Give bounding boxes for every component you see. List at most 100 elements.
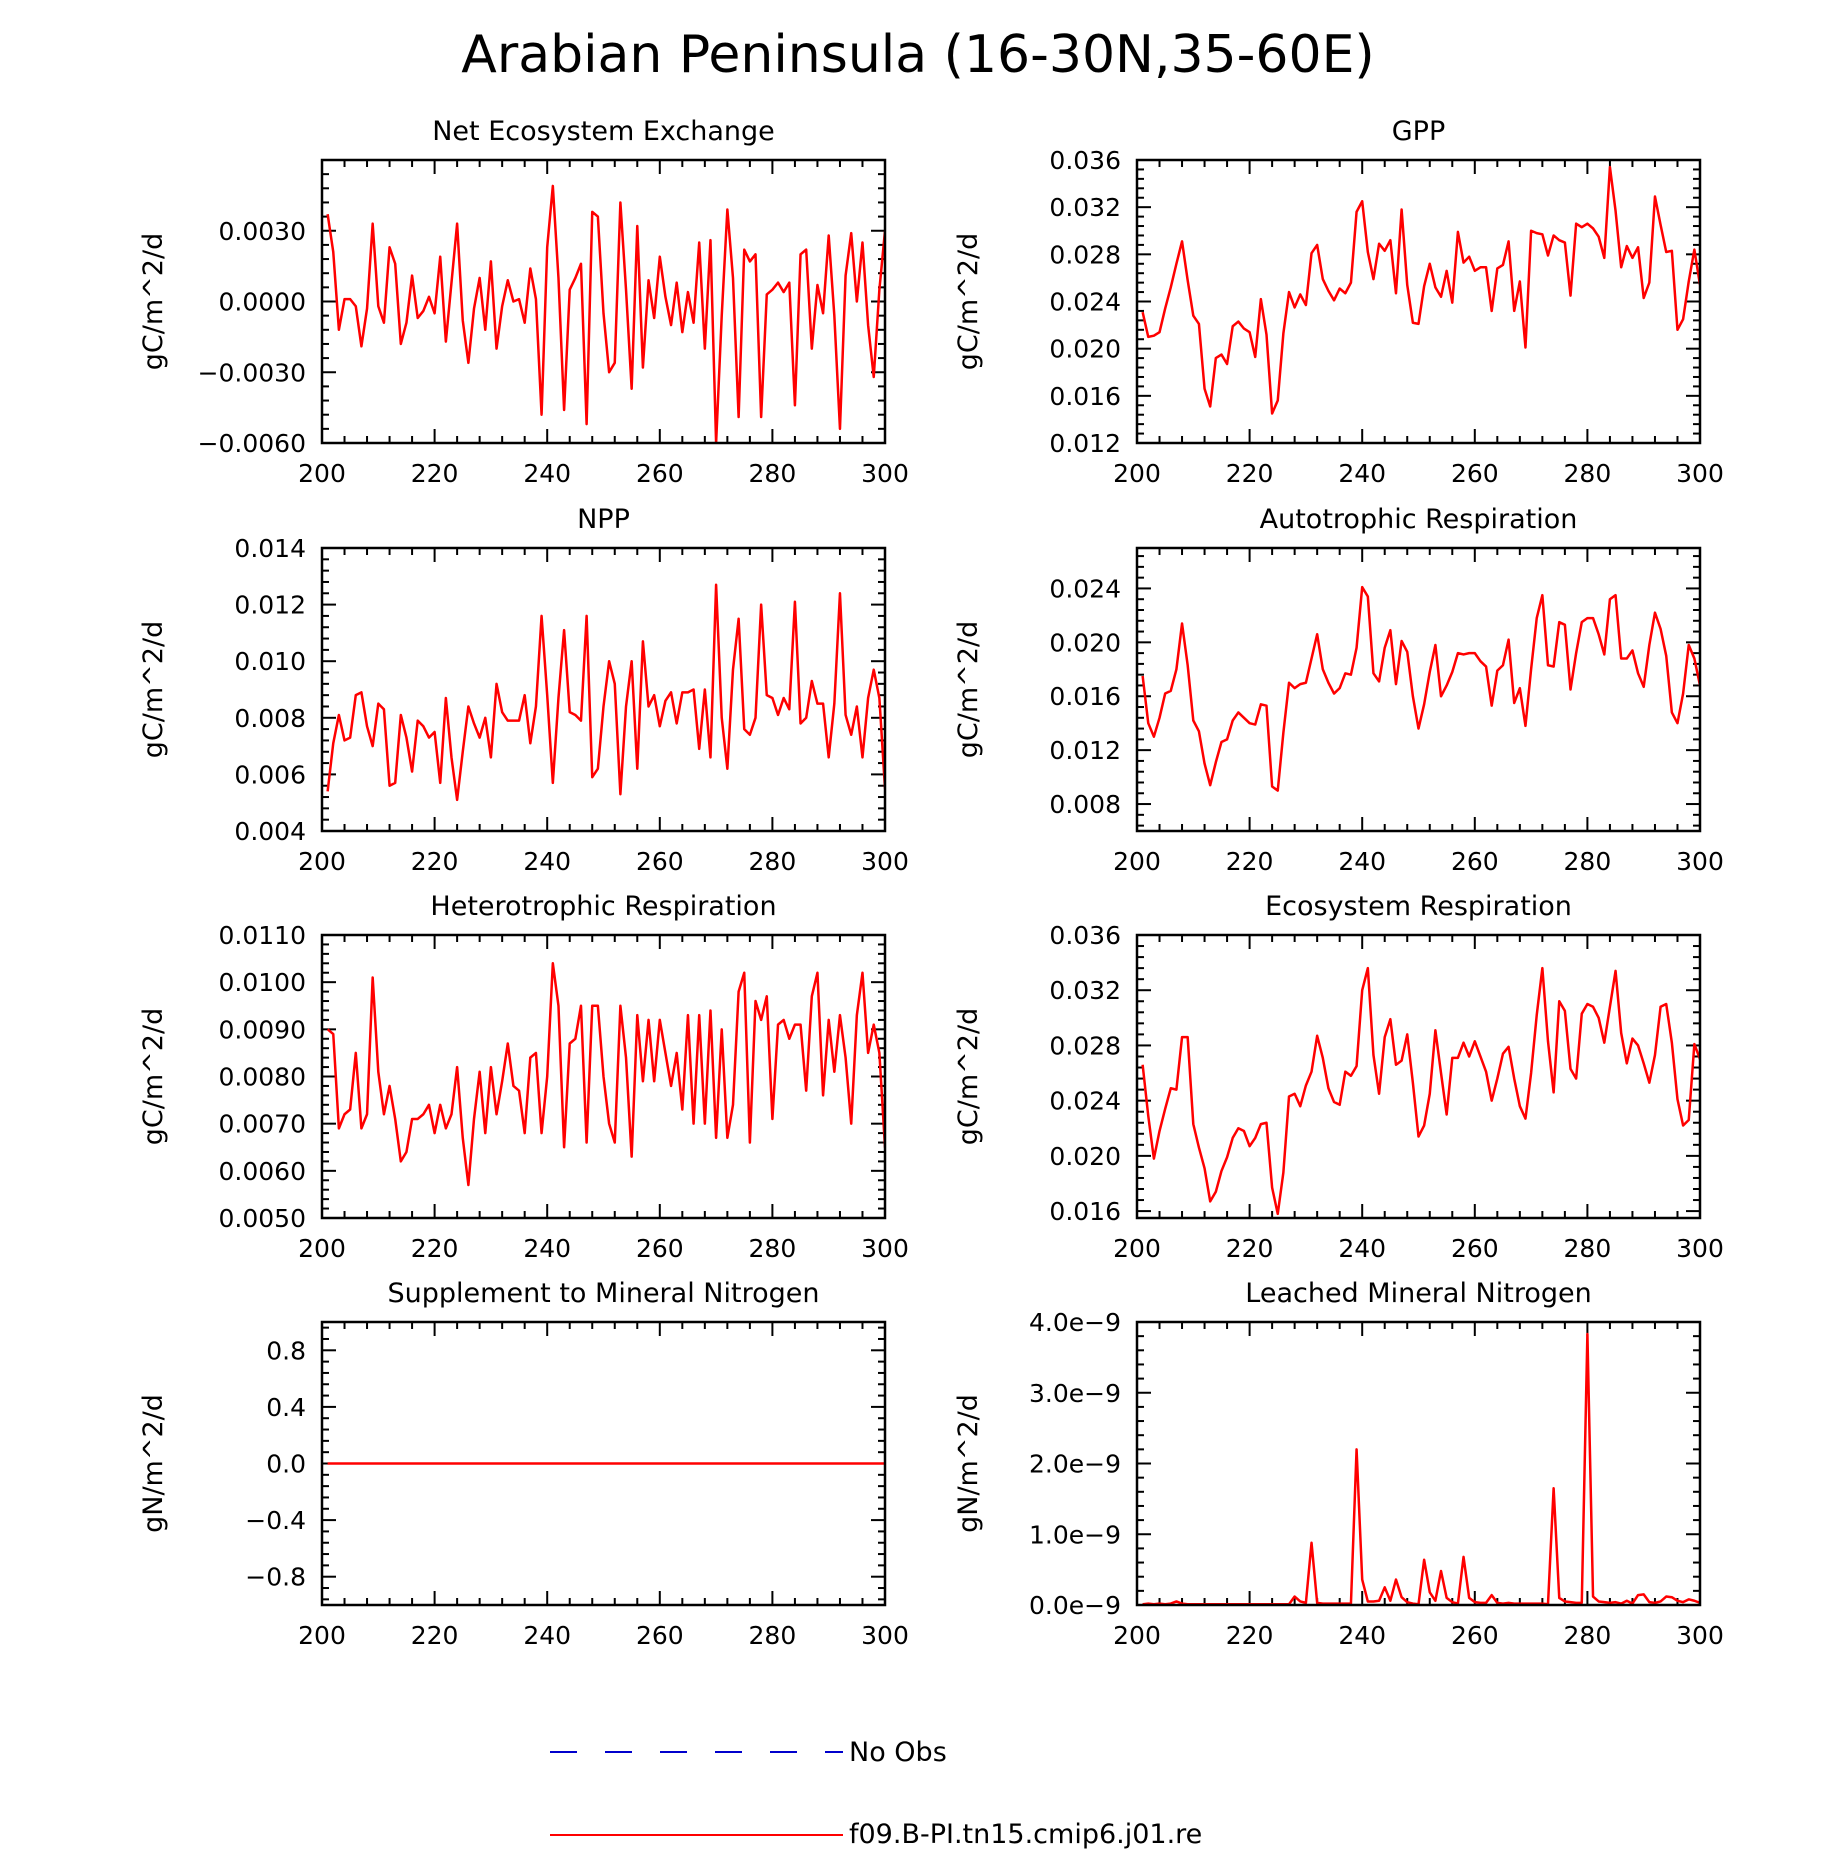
series-line xyxy=(1141,165,1700,415)
x-tick-label: 300 xyxy=(861,1621,909,1650)
y-tick-label: 0.020 xyxy=(1049,335,1121,364)
x-tick-label: 240 xyxy=(1338,847,1386,876)
y-tick-label: 0.016 xyxy=(1049,682,1121,711)
y-tick-label: 0.036 xyxy=(1049,146,1121,175)
plot-frame xyxy=(320,158,887,445)
panel-3: NPP gC/m^2/d 200 220 240 260 280 300 0.004 0.006 0… xyxy=(138,504,909,876)
y-tick-label: 0.0050 xyxy=(219,1204,306,1233)
plot-frame xyxy=(1135,158,1702,445)
panel-1: Net Ecosystem Exchange gC/m^2/d 200 220 240 2… xyxy=(138,116,909,488)
legend: No Obs f09.B-PI.tn15.cmip6.j01.re xyxy=(550,1737,1202,1850)
y-tick-label: 0.028 xyxy=(1049,240,1121,269)
x-tick-label: 200 xyxy=(1113,1621,1161,1650)
y-tick-label: 0.036 xyxy=(1049,921,1121,950)
figure-title: Arabian Peninsula (16-30N,35-60E) xyxy=(461,25,1374,85)
x-tick-label: 200 xyxy=(298,459,346,488)
x-tick-label: 300 xyxy=(861,847,909,876)
plot-frame xyxy=(1135,1320,1702,1607)
y-axis-label: gC/m^2/d xyxy=(138,233,169,370)
x-tick-label: 260 xyxy=(636,1234,684,1263)
plot-frame xyxy=(1135,546,1702,833)
legend-model-label: f09.B-PI.tn15.cmip6.j01.re xyxy=(849,1819,1202,1850)
panel-6: Ecosystem Respiration gC/m^2/d 200 220 240 26… xyxy=(953,891,1724,1263)
y-tick-label: −0.0030 xyxy=(198,358,306,387)
series-line xyxy=(326,583,885,802)
x-tick-label: 240 xyxy=(1338,459,1386,488)
y-tick-label: 0.032 xyxy=(1049,193,1121,222)
y-tick-label: 0.020 xyxy=(1049,1142,1121,1171)
panel-4: Autotrophic Respiration gC/m^2/d 200 220 240… xyxy=(953,504,1724,876)
x-tick-label: 220 xyxy=(1226,459,1274,488)
y-tick-label: 0.8 xyxy=(266,1336,306,1365)
x-tick-label: 260 xyxy=(636,459,684,488)
y-tick-label: 0.024 xyxy=(1049,574,1121,603)
series-line xyxy=(1141,585,1700,792)
panel-title: Ecosystem Respiration xyxy=(1265,891,1572,922)
x-tick-label: 220 xyxy=(411,847,459,876)
y-tick-label: 0.0000 xyxy=(219,288,306,317)
panel-title: Leached Mineral Nitrogen xyxy=(1245,1278,1591,1309)
x-tick-label: 240 xyxy=(523,459,571,488)
x-tick-label: 220 xyxy=(411,1234,459,1263)
y-tick-label: −0.4 xyxy=(245,1506,306,1535)
panel-title: Supplement to Mineral Nitrogen xyxy=(388,1278,820,1309)
panel-title: GPP xyxy=(1392,116,1446,147)
x-tick-label: 280 xyxy=(1564,1234,1612,1263)
x-tick-label: 240 xyxy=(523,1621,571,1650)
y-tick-label: 0.0080 xyxy=(219,1063,306,1092)
y-tick-label: 3.0e−9 xyxy=(1029,1379,1121,1408)
y-axis-label: gC/m^2/d xyxy=(953,1008,984,1145)
y-axis-label: gN/m^2/d xyxy=(953,1394,984,1533)
y-tick-label: 0.010 xyxy=(234,647,306,676)
y-tick-label: 0.032 xyxy=(1049,976,1121,1005)
y-tick-label: 0.008 xyxy=(1049,790,1121,819)
panel-title: Net Ecosystem Exchange xyxy=(432,116,775,147)
x-tick-label: 280 xyxy=(1564,1621,1612,1650)
x-tick-label: 300 xyxy=(1676,459,1724,488)
y-tick-label: 0.024 xyxy=(1049,288,1121,317)
panels: Net Ecosystem Exchange gC/m^2/d 200 220 240 2… xyxy=(138,116,1724,1650)
x-tick-label: 240 xyxy=(1338,1621,1386,1650)
x-tick-label: 300 xyxy=(1676,1234,1724,1263)
x-tick-label: 280 xyxy=(749,1621,797,1650)
y-tick-label: 0.008 xyxy=(234,704,306,733)
y-tick-label: 0.0060 xyxy=(219,1157,306,1186)
x-tick-label: 260 xyxy=(1451,1234,1499,1263)
y-tick-label: −0.0060 xyxy=(198,429,306,458)
y-tick-label: 0.016 xyxy=(1049,382,1121,411)
plot-frame xyxy=(320,933,887,1220)
y-tick-label: 0.012 xyxy=(1049,429,1121,458)
plot-frame xyxy=(320,1320,887,1607)
x-tick-label: 240 xyxy=(523,1234,571,1263)
y-tick-label: 0.012 xyxy=(1049,736,1121,765)
y-tick-label: 0.0090 xyxy=(219,1015,306,1044)
legend-obs-label: No Obs xyxy=(849,1737,947,1768)
x-tick-label: 280 xyxy=(749,1234,797,1263)
x-tick-label: 260 xyxy=(1451,459,1499,488)
x-tick-label: 300 xyxy=(861,459,909,488)
x-tick-label: 280 xyxy=(1564,847,1612,876)
plot-frame xyxy=(1135,933,1702,1220)
x-tick-label: 280 xyxy=(749,459,797,488)
x-tick-label: 300 xyxy=(861,1234,909,1263)
y-axis-label: gC/m^2/d xyxy=(953,621,984,758)
y-axis-label: gC/m^2/d xyxy=(953,233,984,370)
y-tick-label: 0.006 xyxy=(234,760,306,789)
panel-2: GPP gC/m^2/d 200 220 240 260 280 300 0.012 0.016 0… xyxy=(953,116,1724,488)
x-tick-label: 220 xyxy=(411,1621,459,1650)
y-tick-label: 0.0100 xyxy=(219,968,306,997)
y-tick-label: 0.014 xyxy=(234,534,306,563)
y-tick-label: −0.8 xyxy=(245,1563,306,1592)
y-tick-label: 0.004 xyxy=(234,817,306,846)
x-tick-label: 220 xyxy=(411,459,459,488)
y-tick-label: 2.0e−9 xyxy=(1029,1450,1121,1479)
y-tick-label: 0.024 xyxy=(1049,1087,1121,1116)
x-tick-label: 200 xyxy=(298,1234,346,1263)
y-axis-label: gC/m^2/d xyxy=(138,1008,169,1145)
panel-8: Leached Mineral Nitrogen gN/m^2/d 200 220 24… xyxy=(953,1278,1724,1650)
series-line xyxy=(326,962,885,1187)
y-tick-label: 0.4 xyxy=(266,1393,306,1422)
x-tick-label: 200 xyxy=(1113,459,1161,488)
x-tick-label: 260 xyxy=(636,1621,684,1650)
